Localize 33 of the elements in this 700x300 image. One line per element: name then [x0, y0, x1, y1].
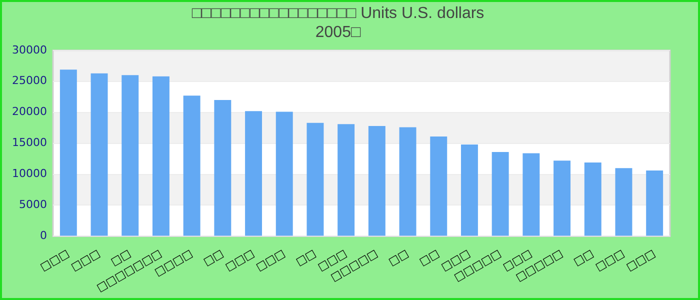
y-tick-label: 20000 — [12, 105, 47, 118]
y-tick-label: 25000 — [12, 74, 47, 88]
x-tick-label: □□ — [417, 246, 442, 268]
x-tick-label: □□ — [571, 246, 596, 268]
bar — [90, 73, 108, 236]
bar — [399, 127, 416, 236]
bar — [584, 162, 602, 236]
bar — [646, 170, 664, 236]
bar — [276, 112, 293, 236]
x-tick-label: □□ — [201, 246, 226, 268]
bar — [615, 168, 632, 236]
chart-title: □□□□□□□□□□□□□□□□□ Units U.S. dollars 2005□ — [192, 5, 484, 42]
bar — [245, 111, 262, 236]
bar — [122, 75, 139, 236]
y-tick-label: 0 — [40, 229, 47, 242]
bar — [214, 100, 232, 236]
y-tick-label: 15000 — [12, 136, 47, 150]
bar — [554, 160, 571, 236]
bar — [306, 122, 324, 236]
x-tick-label: □□ — [386, 246, 411, 268]
bar — [60, 70, 77, 236]
bar — [430, 136, 448, 236]
bar — [338, 124, 355, 236]
bar — [460, 144, 478, 236]
y-tick-label: 30000 — [12, 43, 47, 56]
bar — [152, 76, 170, 236]
y-tick-label: 10000 — [12, 167, 47, 180]
y-tick-label: 5000 — [18, 198, 47, 212]
x-tick-label: □□ — [294, 246, 318, 268]
bar — [492, 152, 509, 236]
bar — [183, 96, 200, 236]
bar — [368, 126, 386, 236]
bar — [522, 153, 540, 236]
